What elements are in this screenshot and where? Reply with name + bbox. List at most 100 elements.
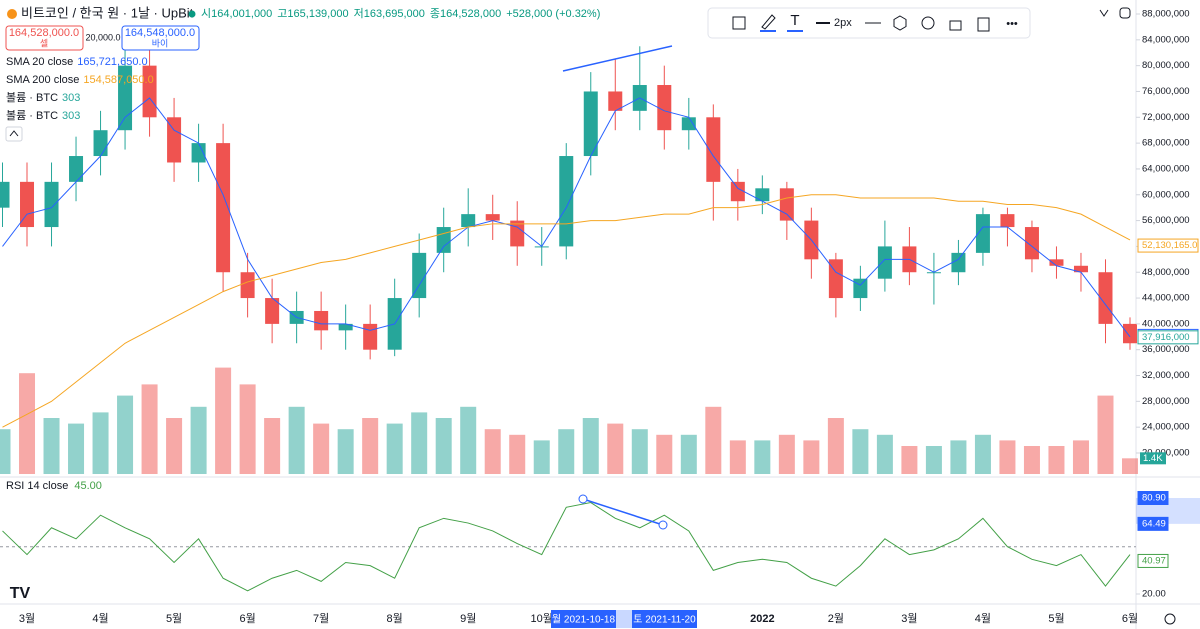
collapse-icon[interactable]	[9, 130, 19, 137]
sell-price[interactable]: 164,528,000.0	[9, 27, 79, 39]
price-label-box	[1137, 238, 1199, 253]
collapse-button[interactable]	[5, 126, 23, 142]
alert-button[interactable]	[921, 16, 935, 30]
pen-button[interactable]	[761, 14, 776, 30]
y-tick-label: 40,000,000	[1142, 318, 1190, 329]
reset-button[interactable]	[1119, 7, 1131, 19]
price-label: 52,130,165.0	[1142, 240, 1197, 251]
scroll-button[interactable]	[1099, 9, 1109, 17]
trend-handle[interactable]	[658, 520, 668, 530]
volume-bar	[215, 367, 232, 474]
candle-body	[20, 181, 35, 228]
settings-button[interactable]	[893, 15, 907, 31]
sell-label[interactable]: 셀	[40, 38, 48, 48]
rsi-label-box	[1137, 553, 1169, 568]
candle-body	[1073, 265, 1088, 273]
volume-bar	[288, 406, 305, 474]
legend-value: 154,587,050.0	[83, 74, 153, 86]
rsi-line	[2, 502, 1131, 592]
x-tick-label: 4월	[975, 612, 991, 625]
volume-bar	[19, 373, 36, 474]
ohlc-value: 종164,528,000	[430, 8, 501, 20]
ohlc: 시164,001,000 고165,139,000 저163,695,000 종164…	[201, 7, 600, 20]
volume-bar	[435, 418, 452, 474]
plot	[0, 46, 1138, 592]
settings-gear[interactable]	[1164, 613, 1176, 625]
y-tick-label: 36,000,000	[1142, 344, 1190, 355]
volume-bar	[582, 418, 599, 474]
text-button[interactable]: T	[790, 12, 799, 29]
volume-bar	[43, 418, 60, 474]
candle-body	[44, 181, 59, 228]
candle-body	[216, 143, 231, 273]
candle-body	[167, 117, 182, 163]
x-tick-label: 6월	[1122, 612, 1138, 625]
candle-body	[975, 214, 990, 253]
rsi-label-box	[1137, 490, 1169, 505]
candle-body	[240, 272, 255, 299]
legend-value: 303	[62, 110, 80, 122]
rsi-label: 80.90	[1142, 493, 1166, 504]
y-tick-label: 80,000,000	[1142, 60, 1190, 71]
sell-button[interactable]	[5, 25, 84, 51]
trend-line[interactable]	[562, 45, 673, 72]
volume-bar	[680, 434, 697, 474]
volume-bar	[1122, 458, 1138, 474]
rsi-legend-name: RSI 14 close	[6, 480, 68, 492]
volume-bar	[558, 429, 575, 474]
candle-body	[1098, 272, 1113, 324]
price-label: 37,916,000	[1142, 332, 1190, 343]
legend-name: 볼륨 · BTC	[6, 91, 58, 104]
candle-body	[608, 91, 623, 111]
delete-button[interactable]	[977, 17, 990, 32]
rsi-trend-line[interactable]	[582, 498, 664, 526]
candle-body	[412, 252, 427, 299]
more-button[interactable]: •••	[1006, 18, 1018, 30]
legend-name: SMA 20 close	[6, 56, 73, 68]
rsi-label-box	[1137, 516, 1169, 531]
buy-button[interactable]	[121, 25, 200, 51]
cursor-date-box	[632, 610, 697, 628]
x-tick-label: 3월	[901, 612, 917, 625]
buy-price[interactable]: 164,548,000.0	[125, 27, 195, 39]
x-tick-label: 5월	[166, 612, 182, 625]
candle-body	[314, 310, 329, 331]
y-tick-label: 44,000,000	[1142, 293, 1190, 304]
volume-bar	[509, 434, 526, 474]
volume-bar	[166, 418, 183, 474]
buy-label[interactable]: 바이	[152, 38, 169, 48]
candle-body	[93, 130, 108, 157]
volume-bar	[950, 440, 967, 474]
rsi-legend-value: 45.00	[74, 480, 102, 492]
line-width[interactable]: 2px	[834, 17, 852, 29]
candle-body	[1024, 227, 1039, 260]
volume-bar	[239, 384, 256, 474]
candle-body	[510, 220, 525, 247]
x-tick-label: 6월	[239, 612, 255, 625]
legend-value: 303	[62, 92, 80, 104]
volume-bar	[92, 412, 109, 474]
candle-body	[1000, 214, 1015, 228]
candle-body	[461, 214, 476, 228]
candle-body	[69, 156, 84, 182]
price-change: +528,000 (+0.32%)	[506, 8, 600, 20]
cursor-date-box	[551, 610, 616, 628]
volume-bar	[1048, 446, 1065, 474]
candle-body	[877, 246, 892, 279]
volume-bar	[974, 434, 991, 474]
candle-body	[1049, 259, 1064, 266]
y-tick-label: 84,000,000	[1142, 34, 1190, 45]
x-tick-label: 9월	[460, 612, 476, 625]
candle-body	[657, 85, 672, 131]
spread: 20,000.0	[85, 32, 120, 42]
volume-bar	[190, 406, 207, 474]
x-tick-label: 3월	[19, 612, 35, 625]
trend-handle[interactable]	[578, 494, 588, 504]
y-tick-label: 72,000,000	[1142, 112, 1190, 123]
volume-bar	[533, 440, 550, 474]
rsi-label: 40.97	[1142, 555, 1166, 566]
lock-button[interactable]	[949, 20, 962, 31]
x-tick-label: 2022	[750, 613, 774, 625]
template-button[interactable]	[732, 16, 746, 30]
